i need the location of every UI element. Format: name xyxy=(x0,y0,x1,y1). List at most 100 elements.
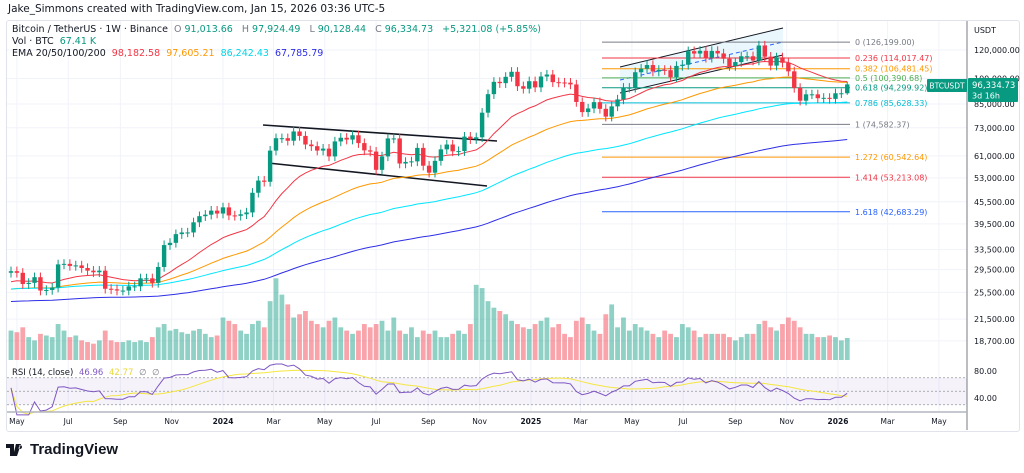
volume-bar xyxy=(803,333,809,360)
volume-bar xyxy=(556,324,562,360)
volume-bar xyxy=(638,327,644,360)
channel-fill xyxy=(620,28,783,93)
price-tick-label: 45,500.00 xyxy=(974,198,1015,207)
symbol-title[interactable]: Bitcoin / TetherUS · 1W · Binance xyxy=(12,24,168,35)
candle-body xyxy=(50,287,55,290)
candle xyxy=(79,260,84,273)
volume-bar xyxy=(49,337,55,360)
volume-bar xyxy=(609,304,615,360)
volume-bar xyxy=(379,320,385,360)
candle xyxy=(108,284,114,295)
fib-level-label: 1.272 (60,542.64) xyxy=(855,153,927,162)
candle xyxy=(356,130,361,148)
volume-bar xyxy=(208,337,214,360)
candle xyxy=(26,278,31,289)
candle xyxy=(633,67,638,93)
volume-bar xyxy=(273,278,279,360)
volume-bar xyxy=(827,335,832,360)
candle-body xyxy=(326,148,332,157)
volume-value: 67.41 K xyxy=(59,36,97,47)
volume-bar xyxy=(267,301,273,360)
ema-label[interactable]: EMA 20/50/100/200 xyxy=(12,48,106,59)
fib-level-label: 0.5 (100,390.68) xyxy=(855,74,922,83)
candle xyxy=(821,93,826,103)
candle-body xyxy=(797,87,803,101)
candle xyxy=(50,282,55,295)
volume-bar xyxy=(656,337,662,360)
volume-bar xyxy=(756,324,762,360)
candle-body xyxy=(756,45,762,61)
volume-bar xyxy=(520,327,526,360)
candle-body xyxy=(85,268,90,271)
volume-label[interactable]: Vol · BTC xyxy=(12,36,54,47)
candle-body xyxy=(79,265,84,269)
candle-body xyxy=(156,266,161,283)
candle xyxy=(739,51,744,67)
volume-bar xyxy=(432,330,438,360)
candle xyxy=(220,202,226,219)
candle xyxy=(262,175,267,187)
volume-bar xyxy=(67,337,73,360)
ema200-line xyxy=(10,139,848,302)
rsi-label[interactable]: RSI (14, close) xyxy=(12,368,74,378)
close-label: C xyxy=(375,24,382,35)
volume-bar xyxy=(91,343,96,360)
volume-bar xyxy=(668,333,673,360)
rsi-extra-1: ∅ xyxy=(139,368,147,378)
tradingview-logo[interactable]: TradingView xyxy=(6,441,118,458)
volume-bar xyxy=(503,314,509,360)
candle-body xyxy=(503,76,508,84)
candle xyxy=(456,146,461,157)
candle xyxy=(603,104,608,122)
candle xyxy=(550,69,555,87)
volume-bar xyxy=(703,333,709,360)
candle-body xyxy=(344,137,349,140)
candle xyxy=(197,211,202,228)
time-tick-label: 2024 xyxy=(213,417,234,426)
price-tick-label: 25,500.00 xyxy=(974,288,1015,297)
volume-bar xyxy=(314,324,320,360)
candle xyxy=(438,144,444,166)
candle-body xyxy=(686,51,691,65)
candle-body xyxy=(580,101,585,113)
volume-bar xyxy=(138,340,143,360)
candle-body xyxy=(362,143,367,151)
candle xyxy=(385,133,391,162)
price-tick-label: 85,000.00 xyxy=(974,100,1015,109)
rsi-value: 46.96 xyxy=(78,368,104,378)
candle-body xyxy=(167,242,173,246)
candle xyxy=(809,89,815,100)
candle xyxy=(668,65,673,82)
candle-body xyxy=(191,222,196,233)
candle-body xyxy=(309,144,314,147)
low-label: L xyxy=(309,24,315,35)
candle-body xyxy=(256,180,261,193)
rsi-ma-value: 42.77 xyxy=(109,368,134,378)
candle xyxy=(656,65,661,77)
candle xyxy=(762,40,767,62)
candle-body xyxy=(674,65,679,78)
candle xyxy=(479,108,485,143)
fib-retracement: 0 (126,199.00) 0.236 (114,017.47) 0.382 (1… xyxy=(602,38,933,217)
fib-level-label: 0 (126,199.00) xyxy=(855,38,915,47)
volume-bar xyxy=(491,307,497,360)
volume-bar xyxy=(43,335,49,360)
candle xyxy=(179,227,184,239)
volume-bar xyxy=(114,342,120,360)
volume-bar xyxy=(149,337,155,360)
candle xyxy=(621,83,626,105)
candle-body xyxy=(126,286,131,291)
ema200-value: 67,785.79 xyxy=(274,48,324,59)
candle-body xyxy=(627,87,632,89)
candle-body xyxy=(774,57,779,66)
volume-bar xyxy=(456,330,461,360)
volume-bar xyxy=(385,330,391,360)
volume-bar xyxy=(738,337,744,360)
candle-body xyxy=(214,210,220,214)
volume-bar xyxy=(356,330,361,360)
volume-bar xyxy=(685,327,691,360)
candle xyxy=(332,136,338,162)
candle-body xyxy=(303,135,308,145)
volume-bar xyxy=(155,327,161,360)
